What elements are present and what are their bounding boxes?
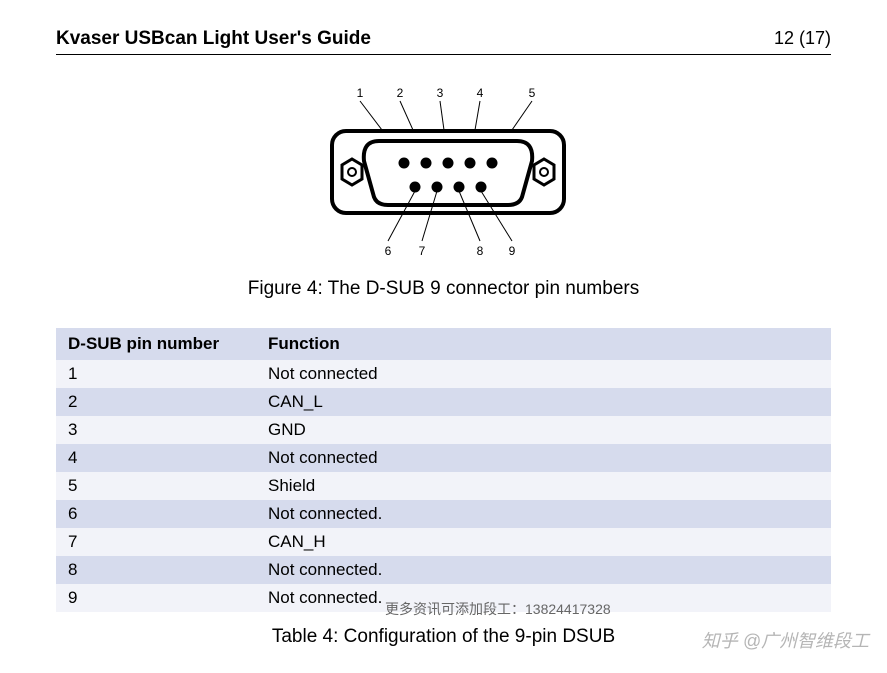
pin-label-8: 8 xyxy=(476,244,483,258)
pin-label-4: 4 xyxy=(476,86,483,100)
cell-func: CAN_H xyxy=(256,528,831,556)
cell-pin: 7 xyxy=(56,528,256,556)
table-row: 3GND xyxy=(56,416,831,444)
cell-pin: 5 xyxy=(56,472,256,500)
cell-func: Not connected. xyxy=(256,500,831,528)
pin-label-2: 2 xyxy=(396,86,403,100)
figure-caption: Figure 4: The D-SUB 9 connector pin numb… xyxy=(56,278,831,300)
table-row: 2CAN_L xyxy=(56,388,831,416)
cell-func: GND xyxy=(256,416,831,444)
page-number: 12 (17) xyxy=(774,28,831,49)
cell-pin: 1 xyxy=(56,360,256,388)
cell-pin: 6 xyxy=(56,500,256,528)
pin-label-7: 7 xyxy=(418,244,425,258)
cell-pin: 2 xyxy=(56,388,256,416)
document-header: Kvaser USBcan Light User's Guide 12 (17) xyxy=(56,28,831,55)
table-row: 5Shield xyxy=(56,472,831,500)
pin-label-5: 5 xyxy=(528,86,535,100)
pin-label-9: 9 xyxy=(508,244,515,258)
cell-pin: 4 xyxy=(56,444,256,472)
dsub-connector-diagram: 1 2 3 4 5 xyxy=(294,83,594,263)
watermark: 知乎 @广州智维段工 xyxy=(702,627,869,653)
pin-label-6: 6 xyxy=(384,244,391,258)
figure-container: 1 2 3 4 5 xyxy=(56,83,831,300)
table-row: 8Not connected. xyxy=(56,556,831,584)
cell-func: Not connected. xyxy=(256,556,831,584)
cell-func: Not connected xyxy=(256,444,831,472)
table-row: 1Not connected xyxy=(56,360,831,388)
pin-label-3: 3 xyxy=(436,86,443,100)
cell-pin: 9 xyxy=(56,584,256,612)
overlay-note: 更多资讯可添加段工：13824417328 xyxy=(385,599,611,619)
table-header-function: Function xyxy=(256,328,831,360)
document-title: Kvaser USBcan Light User's Guide xyxy=(56,28,371,50)
table-row: 6Not connected. xyxy=(56,500,831,528)
table-row: 7CAN_H xyxy=(56,528,831,556)
pinout-table: D-SUB pin number Function 1Not connected… xyxy=(56,328,831,612)
cell-func: Not connected xyxy=(256,360,831,388)
table-header-pin: D-SUB pin number xyxy=(56,328,256,360)
pin-label-1: 1 xyxy=(356,86,363,100)
cell-pin: 3 xyxy=(56,416,256,444)
table-row: 4Not connected xyxy=(56,444,831,472)
cell-func: CAN_L xyxy=(256,388,831,416)
cell-func: Shield xyxy=(256,472,831,500)
cell-pin: 8 xyxy=(56,556,256,584)
